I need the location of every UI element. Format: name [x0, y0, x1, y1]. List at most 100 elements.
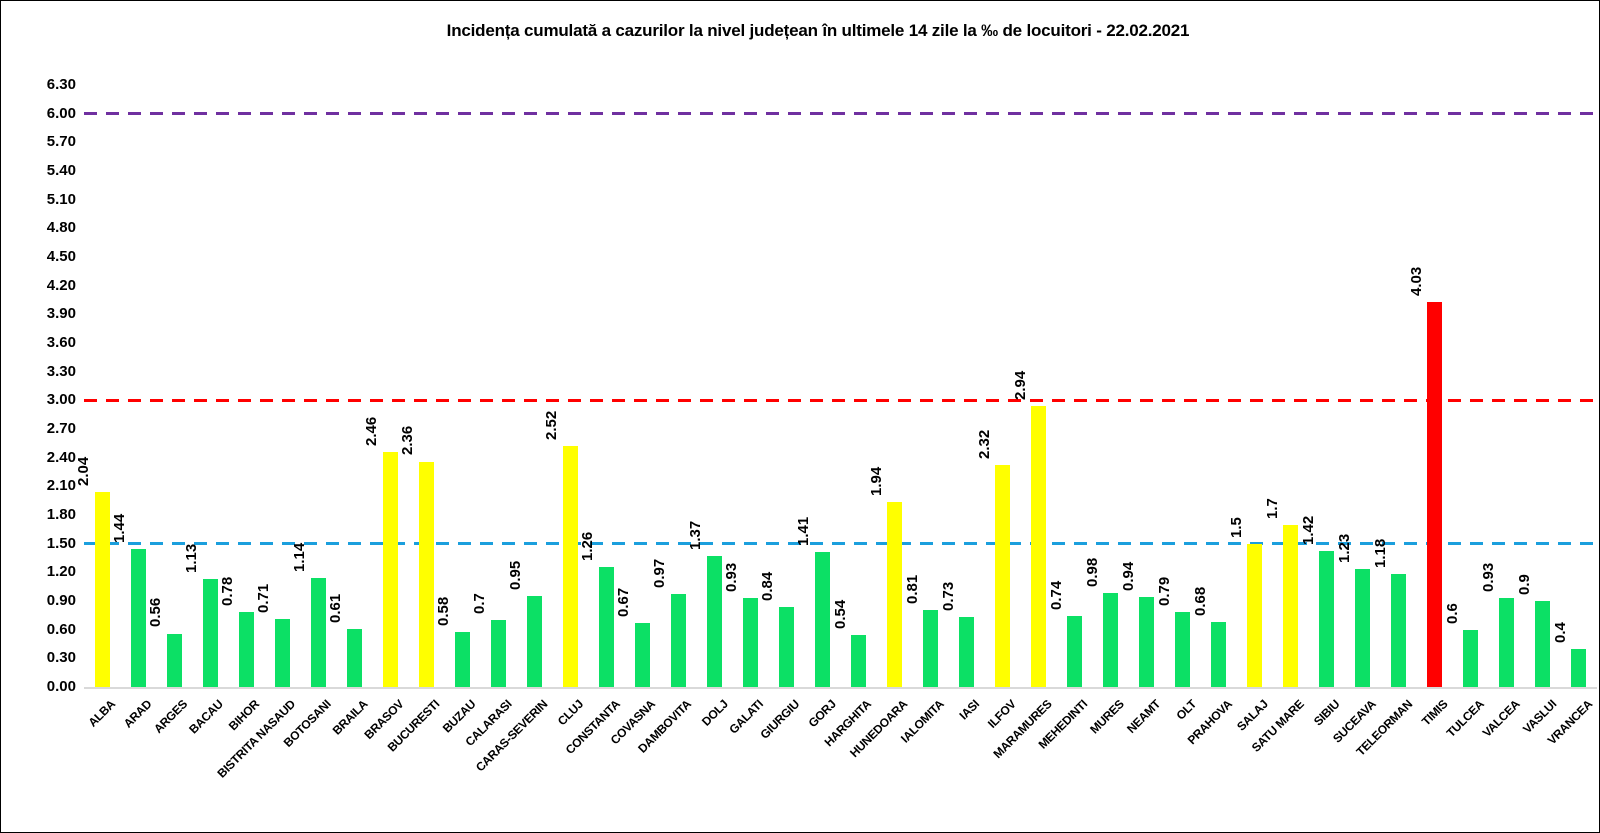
plot-area — [84, 85, 1597, 689]
bar — [202, 579, 218, 687]
y-tick-label: 5.10 — [46, 190, 76, 208]
bar — [742, 598, 758, 687]
bar-value-label: 0.94 — [1119, 561, 1137, 592]
bar-value-label: 2.52 — [543, 410, 561, 441]
x-tick-label: GIURGIU — [757, 697, 803, 742]
bar — [1283, 524, 1299, 687]
bar-value-label: 0.93 — [723, 562, 741, 593]
bar-value-label: 1.41 — [795, 517, 813, 547]
bar-value-label: 0.4 — [1551, 621, 1569, 643]
y-tick-label: 5.40 — [46, 162, 76, 179]
bar-value-label: 0.97 — [651, 559, 669, 589]
ref-line — [84, 112, 1597, 116]
bar-value-label: 2.36 — [399, 426, 417, 456]
bar — [1535, 601, 1551, 687]
bar — [1247, 543, 1263, 687]
bar-value-label: 1.94 — [867, 466, 885, 496]
x-tick-label: TIMIS — [1419, 697, 1451, 729]
y-tick-label: 2.10 — [46, 477, 76, 495]
bar — [274, 619, 290, 687]
y-tick-label: 0.30 — [46, 649, 76, 667]
bar-value-label: 1.26 — [579, 531, 597, 561]
y-tick-label: 2.70 — [46, 420, 76, 437]
bar — [959, 617, 975, 687]
bar — [94, 492, 110, 687]
bar-value-label: 2.04 — [75, 456, 92, 487]
chart-title: Incidența cumulată a cazurilor la nivel … — [446, 21, 1190, 40]
y-tick-label: 1.80 — [46, 506, 76, 523]
bar-value-label: 0.9 — [1515, 574, 1533, 595]
y-tick-label: 0.90 — [46, 592, 76, 609]
bar-value-label: 0.56 — [147, 598, 165, 628]
y-tick-label: 3.00 — [46, 391, 76, 409]
bar — [851, 635, 866, 687]
bar-value-label: 2.46 — [363, 416, 381, 446]
bar-value-label: 0.74 — [1047, 581, 1065, 611]
x-tick-label: ALBA — [85, 697, 118, 730]
bar-value-label: 0.95 — [507, 561, 525, 591]
bar-value-label: 0.54 — [831, 600, 849, 630]
bar-value-label: 0.7 — [471, 593, 489, 615]
bar — [1031, 406, 1047, 687]
bar — [1391, 574, 1407, 687]
bar-value-label: 0.81 — [903, 574, 921, 604]
y-tick-label: 4.80 — [46, 219, 76, 237]
bar-value-label: 0.98 — [1083, 558, 1101, 588]
ref-line — [84, 398, 1597, 402]
y-tick-label: 4.50 — [46, 248, 76, 265]
bar — [346, 628, 362, 687]
x-tick-label: ARAD — [120, 697, 154, 731]
bar — [1463, 629, 1479, 687]
bar — [923, 609, 939, 687]
x-tick-label: GORJ — [805, 697, 839, 731]
bar-value-label: 1.14 — [291, 542, 309, 573]
bar — [1139, 597, 1155, 687]
x-tick-label: CLUJ — [555, 697, 587, 729]
x-tick-label: ARGES — [150, 697, 190, 737]
y-tick-label: 4.20 — [46, 276, 76, 294]
y-tick-label: 3.90 — [46, 305, 76, 323]
x-tick-label: BACAU — [186, 697, 226, 737]
bar-value-label: 1.23 — [1335, 534, 1353, 564]
bar-value-label: 0.79 — [1155, 576, 1173, 606]
y-tick-label: 3.60 — [46, 334, 76, 351]
bar-value-label: 1.42 — [1299, 516, 1317, 546]
y-tick-label: 1.50 — [46, 534, 76, 552]
bar — [634, 622, 650, 687]
bar-value-label: 1.44 — [111, 514, 129, 544]
y-tick-label: 1.20 — [46, 563, 76, 581]
x-tick-label: ILFOV — [984, 697, 1019, 731]
bar — [1211, 622, 1227, 687]
bar — [1571, 648, 1587, 687]
bar — [887, 501, 903, 687]
bar-value-label: 0.61 — [327, 593, 345, 623]
bar — [166, 633, 182, 687]
bar-value-label: 0.73 — [939, 582, 957, 612]
x-tick-label: SIBIU — [1311, 697, 1343, 729]
bar — [490, 620, 506, 687]
bar-value-label: 0.93 — [1479, 562, 1497, 593]
bar — [670, 594, 686, 687]
bar-value-label: 0.71 — [255, 583, 273, 614]
bar-value-label: 0.84 — [759, 571, 777, 601]
bar-value-label: 1.5 — [1227, 516, 1245, 538]
bar — [238, 612, 254, 687]
x-tick-label: TULCEA — [1443, 697, 1487, 741]
bar-value-label: 1.18 — [1371, 539, 1389, 569]
bar — [995, 465, 1011, 687]
y-tick-label: 6.30 — [46, 76, 76, 93]
bar-value-label: 0.6 — [1443, 602, 1461, 624]
bar — [1103, 593, 1119, 687]
bar-value-label: 4.03 — [1407, 266, 1425, 296]
bar — [1319, 551, 1335, 687]
bar-value-label: 0.68 — [1191, 586, 1209, 617]
bar-value-label: 0.67 — [615, 587, 633, 617]
x-axis-line — [84, 687, 1597, 689]
bar-value-label: 1.7 — [1263, 497, 1281, 519]
x-tick-label: IASI — [956, 697, 983, 723]
bar — [706, 556, 722, 687]
y-tick-label: 3.30 — [46, 362, 76, 380]
bar — [1427, 301, 1443, 687]
bar — [130, 549, 146, 687]
